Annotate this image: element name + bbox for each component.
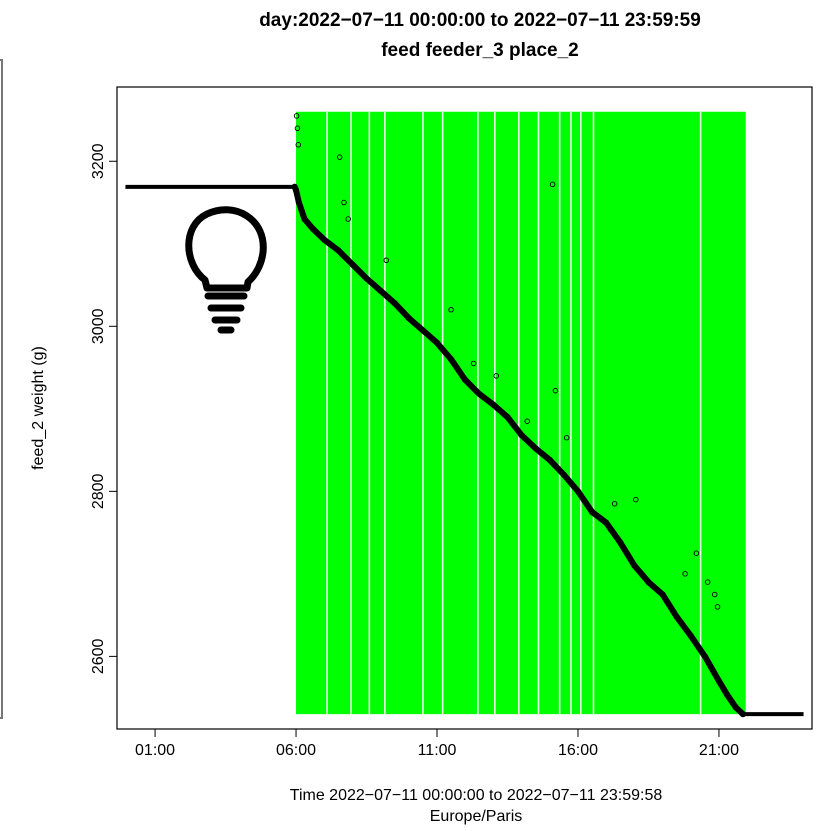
data-point [546,456,553,464]
data-point [419,327,427,334]
data-point [645,579,652,586]
x-axis-sublabel: Europe/Paris [430,808,523,825]
y-tick-label: 2800 [90,473,107,509]
data-point [363,275,370,282]
outlier-point [336,154,343,160]
data-point [335,247,342,254]
data-point [560,471,567,478]
outlier-point [711,591,718,598]
outlier-point [293,113,300,119]
y-tick-label: 3000 [90,308,107,344]
activity-band-layer [296,111,746,715]
data-point [739,711,747,718]
outlier-point [552,387,559,394]
outlier-point [341,199,347,206]
chart-title: day:2022−07−11 00:00:00 to 2022−07−11 23… [259,10,701,31]
y-tick-label: 2600 [90,638,107,674]
data-point [292,187,300,194]
outlier-point [448,307,454,313]
data-point [659,591,666,598]
outlier-point [295,142,302,148]
outlier-point [682,571,688,577]
data-point [724,692,731,699]
data-point [291,183,298,190]
outlier-point [693,550,700,556]
data-point [448,356,455,363]
data-point [391,300,398,307]
data-point [518,432,525,439]
outlier-point [704,579,711,585]
y-axis: 2600 2800 3000 3200 [90,143,118,674]
outlier-point [563,434,570,441]
data-point [588,508,596,516]
chart-subtitle: feed feeder_3 place_2 [381,40,579,61]
data-point [701,653,708,660]
data-point [476,390,483,398]
outlier-point [611,500,618,507]
outlier-point [633,496,639,503]
data-point [301,215,308,223]
data-point [321,236,328,243]
outlier-point [714,604,721,610]
outlier-point [549,181,556,188]
x-tick-label: 21:00 [699,742,739,759]
y-axis-label: feed_2 weight (g) [30,346,47,470]
data-point [405,314,412,322]
data-point [309,225,317,233]
side-panel-edge [0,59,3,719]
x-axis: 01:00 06:00 11:00 16:00 21:00 [135,728,739,759]
lightbulb-icon[interactable] [185,206,267,334]
x-tick-label: 11:00 [418,742,457,759]
data-point [349,261,356,268]
data-point [433,339,441,346]
data-point [673,613,680,620]
data-point [490,401,497,408]
x-tick-label: 01:00 [135,742,175,759]
data-point [732,704,739,711]
weight-trend-line [291,183,746,718]
data-point [631,562,638,569]
data-point [687,632,694,639]
activity-band [296,111,746,715]
outlier-point [470,360,477,367]
data-point [617,539,624,546]
data-point [462,376,469,384]
data-point [295,199,302,206]
data-point [504,413,511,421]
outlier-point [345,216,351,222]
y-tick-label: 3200 [90,143,107,179]
trend-line-layer [125,183,804,718]
outlier-point [383,257,390,264]
outlier-point [294,125,301,132]
data-point [603,519,610,526]
x-tick-label: 16:00 [558,742,598,759]
outlier-point [524,418,530,424]
data-point [532,445,539,452]
x-tick-label: 06:00 [276,742,316,759]
x-axis-label: Time 2022−07−11 00:00:00 to 2022−07−11 2… [290,787,663,804]
data-point [574,488,582,495]
data-point [715,678,723,685]
data-point-layer [291,113,747,718]
outlier-point [493,373,499,379]
data-point [377,287,384,294]
